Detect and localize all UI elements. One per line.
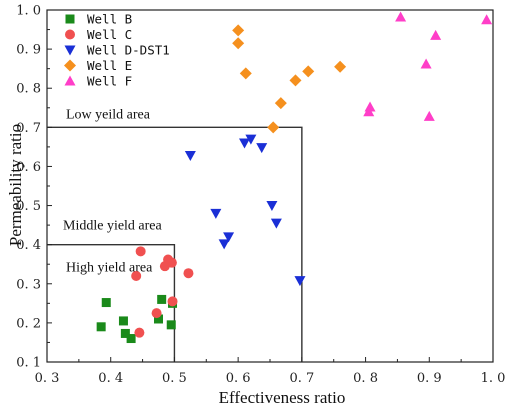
low-yield-label: Low yeild area [66, 107, 151, 122]
point-well-e [302, 65, 315, 78]
point-well-f [420, 58, 432, 69]
data-markers [96, 11, 493, 344]
point-well-f [364, 101, 376, 112]
point-well-b [96, 322, 106, 332]
point-well-b [126, 334, 136, 344]
point-well-d-dst1 [294, 276, 306, 287]
point-well-f [423, 110, 435, 121]
point-well-c [134, 327, 145, 338]
legend-label-well-c: Well C [87, 27, 132, 42]
y-tick-label: 0. 5 [16, 199, 41, 214]
point-well-f [481, 14, 493, 25]
point-well-d-dst1 [218, 239, 230, 250]
point-well-f [395, 11, 407, 22]
legend-label-well-b: Well B [87, 12, 132, 27]
point-well-d-dst1 [270, 218, 282, 229]
point-well-e [239, 67, 252, 80]
y-tick-label: 0. 9 [16, 43, 41, 58]
point-well-c [151, 308, 162, 319]
yield-regions: Low yeild area Middle yield area High yiel… [47, 107, 303, 362]
x-tick-label: 0. 3 [35, 371, 60, 386]
x-tick-label: 0. 9 [417, 371, 442, 386]
low-yield-boundary [47, 126, 303, 362]
point-well-d-dst1 [184, 150, 196, 161]
y-tick-label: 0. 6 [16, 160, 41, 175]
point-well-f [430, 29, 442, 40]
high-yield-label: High yield area [66, 261, 153, 276]
point-well-c [166, 257, 177, 268]
point-well-d-dst1 [245, 134, 257, 145]
middle-yield-label: Middle yield area [63, 219, 163, 234]
y-tick-label: 0. 8 [16, 82, 41, 97]
point-well-b [157, 294, 167, 304]
point-well-d-dst1 [239, 138, 251, 149]
point-well-e [274, 97, 287, 110]
point-well-d-dst1 [223, 232, 235, 243]
point-well-b [120, 328, 130, 338]
x-tick-label: 0. 8 [353, 371, 378, 386]
legend-marker-well-d-dst1 [64, 45, 76, 56]
point-well-c [135, 246, 146, 257]
legend-marker-well-c [65, 29, 75, 40]
legend-label-well-e: Well E [87, 58, 132, 73]
x-axis-title: Effectiveness ratio [219, 388, 346, 407]
legend-marker-well-b [65, 14, 75, 24]
point-well-c [131, 270, 142, 281]
x-tick-label: 0. 5 [162, 371, 187, 386]
x-tick-label: 0. 4 [98, 371, 123, 386]
legend-marker-well-e [64, 59, 76, 72]
point-well-c [167, 296, 178, 307]
y-tick-label: 0. 1 [16, 356, 41, 371]
x-tick-label: 0. 7 [289, 371, 314, 386]
point-well-e [289, 74, 302, 87]
point-well-e [232, 24, 245, 37]
point-well-b [118, 316, 128, 326]
y-tick-label: 0. 4 [16, 238, 41, 253]
y-tick-label: 0. 3 [16, 277, 41, 292]
legend-label-well-d-dst1: Well D-DST1 [87, 43, 170, 58]
axis-ticks: 0. 3 0. 4 0. 5 0. 6 0. 7 0. 8 0. 9 1. 0 0. 1 0. 2… [16, 4, 505, 387]
point-well-b [101, 298, 111, 308]
point-well-e [334, 60, 347, 73]
point-well-e [267, 121, 280, 134]
point-well-d-dst1 [266, 201, 278, 212]
point-well-c [183, 268, 194, 279]
point-well-e [232, 37, 245, 50]
point-well-b [166, 320, 176, 330]
point-well-d-dst1 [210, 208, 222, 219]
y-tick-label: 1. 0 [16, 4, 41, 19]
point-well-b [154, 314, 163, 324]
legend-marker-well-f [64, 75, 76, 86]
x-tick-label: 0. 6 [226, 371, 251, 386]
x-tick-label: 1. 0 [481, 371, 506, 386]
y-axis-title: Permeability ratio [6, 124, 25, 246]
y-tick-label: 0. 7 [16, 121, 41, 136]
y-tick-label: 0. 2 [16, 316, 41, 331]
legend-label-well-f: Well F [87, 74, 132, 89]
point-well-d-dst1 [256, 143, 268, 154]
